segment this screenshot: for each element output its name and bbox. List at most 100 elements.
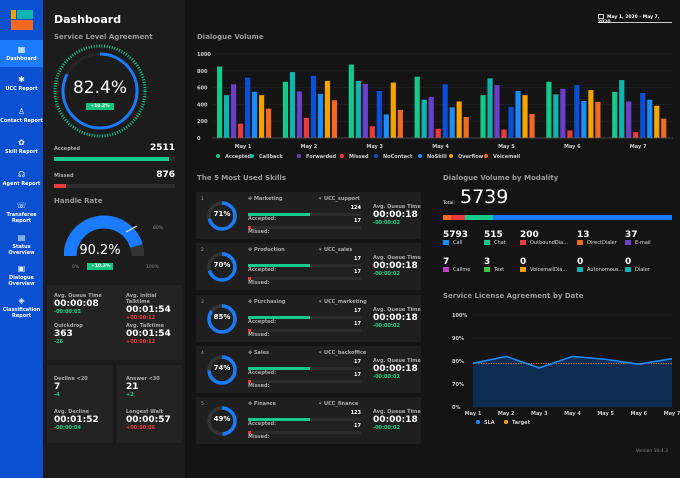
skill-card[interactable]: 2 70% ✥ Production ✶ UCC_sales Accepted:… bbox=[196, 243, 421, 291]
y-tick-label: 0 bbox=[197, 136, 201, 142]
x-tick-label: May 1 bbox=[465, 411, 482, 417]
accepted-value: 124 bbox=[350, 205, 361, 211]
bar-nocontact bbox=[376, 90, 382, 138]
sidebar-item-label: Agent Report bbox=[2, 180, 41, 187]
sidebar-item-contact-report[interactable]: ♙ Contact Report bbox=[0, 102, 43, 129]
bar-nocontact bbox=[574, 85, 580, 138]
legend-label: Accepted bbox=[225, 154, 252, 160]
stat-delta: -26 bbox=[54, 339, 64, 345]
modality-label: VoicemailDia... bbox=[530, 267, 568, 273]
bar-missed bbox=[501, 129, 507, 138]
queue-label: Avg. Queue Time bbox=[373, 255, 421, 262]
y-tick-label: 1000 bbox=[197, 52, 211, 58]
sla-gauge-ticks bbox=[53, 44, 147, 138]
legend-label: SLA bbox=[484, 420, 495, 426]
stat-value: 00:01:54 bbox=[126, 305, 171, 315]
group-icon: ✶ bbox=[318, 298, 324, 305]
skill-donut bbox=[207, 406, 237, 436]
modality-label: Call bbox=[453, 240, 463, 246]
stat-value: 21 bbox=[126, 382, 139, 392]
stat-tile: Quickdrop 363 -26 bbox=[54, 323, 83, 345]
sidebar-item-label: Dialogue Overview bbox=[8, 275, 35, 287]
stat-value: 00:01:52 bbox=[54, 415, 99, 425]
sla-gauge bbox=[53, 44, 147, 138]
missed-bar bbox=[54, 184, 67, 188]
total-value: 5739 bbox=[460, 186, 509, 208]
app-logo bbox=[11, 10, 33, 30]
sidebar-item-skill-report[interactable]: ✿ Skill Report bbox=[0, 133, 43, 160]
skill-icon: ✥ bbox=[248, 349, 254, 356]
bar-nocontact bbox=[508, 106, 514, 138]
y-tick-label: 100% bbox=[452, 313, 467, 319]
legend-marker bbox=[250, 154, 254, 158]
x-tick-label: May 4 bbox=[432, 144, 449, 150]
missed-label: Missed: bbox=[248, 434, 270, 441]
target-marker bbox=[125, 225, 138, 233]
queue-value: 00:00:18 bbox=[373, 363, 418, 374]
skill-card[interactable]: 4 74% ✥ Sales ✶ UCC_backoffice Accepted:… bbox=[196, 345, 421, 393]
skill-group: UCC_support bbox=[323, 196, 360, 202]
bar-missed bbox=[567, 130, 573, 138]
skill-rank: 1 bbox=[201, 197, 204, 202]
bar-callback bbox=[421, 99, 427, 138]
bar-forwarded bbox=[428, 96, 434, 138]
headset-icon: ☊ bbox=[17, 169, 26, 179]
x-tick-label: May 6 bbox=[630, 411, 647, 417]
version-label: Version 10.4.3 bbox=[635, 449, 668, 454]
chat-icon bbox=[484, 240, 490, 245]
asterisk-icon: ✱ bbox=[18, 75, 25, 84]
sidebar-item-dialogue-overview[interactable]: ▣ Dialogue Overview bbox=[0, 259, 43, 292]
bar-voicemail bbox=[463, 117, 469, 138]
chat-icon: ▣ bbox=[17, 264, 26, 273]
skill-icon: ✥ bbox=[248, 196, 254, 202]
skill-card[interactable]: 3 85% ✥ Purchasing ✶ UCC_marketing Accep… bbox=[196, 294, 421, 342]
sidebar-item-ucc-report[interactable]: ✱ UCC Report bbox=[0, 70, 43, 97]
skill-donut bbox=[207, 303, 237, 334]
modality-item: 3 Text bbox=[484, 257, 504, 273]
missed-label: Missed: bbox=[248, 280, 270, 287]
modality-item: 515 Chat bbox=[484, 230, 506, 246]
missed-value: 17 bbox=[354, 320, 361, 327]
skill-donut bbox=[207, 252, 237, 283]
bar-noskill bbox=[647, 99, 653, 138]
stat-label: Avg. Talktime bbox=[126, 323, 165, 329]
stat-delta: -00:00:03 bbox=[54, 309, 81, 315]
sidebar-item-agent-report[interactable]: ☊ Agent Report bbox=[0, 165, 43, 192]
stat-value: 7 bbox=[54, 382, 61, 392]
sidebar-item-label: Classification Report bbox=[2, 306, 41, 319]
legend-label: NoSkill bbox=[427, 154, 447, 160]
legend-label: Missed bbox=[349, 154, 369, 160]
handle-rate-delta: +10.2% bbox=[87, 263, 113, 270]
modality-value: 5793 bbox=[443, 230, 469, 240]
sidebar-item-status-overview[interactable]: ▤ Status Overview bbox=[0, 228, 43, 261]
sidebar-item-transferee-report[interactable]: ☏ Transferee Report bbox=[0, 196, 43, 229]
accepted-label: Accepted: bbox=[248, 369, 277, 376]
modality-label: Autonomous... bbox=[587, 267, 624, 273]
accepted-label: Accepted: bbox=[248, 267, 277, 274]
queue-label: Avg. Queue Time bbox=[373, 409, 421, 416]
voicemail-icon bbox=[520, 267, 526, 272]
handle-rate-arc bbox=[64, 215, 144, 257]
modality-value: 0 bbox=[577, 257, 584, 267]
queue-value: 00:00:18 bbox=[373, 415, 418, 426]
bar-voicemail bbox=[397, 109, 403, 138]
bar-noskill bbox=[317, 93, 324, 138]
stat-value: 363 bbox=[54, 329, 73, 339]
skill-rank: 4 bbox=[201, 350, 204, 356]
handle-rate-title: Handle Rate bbox=[54, 197, 103, 205]
skill-card[interactable]: 1 71% ✥ Marketing ✶ UCC_support Accepted… bbox=[196, 192, 421, 239]
sidebar-item-dashboard[interactable]: ▦ Dashboard bbox=[0, 40, 43, 67]
skill-percent: 74% bbox=[213, 363, 231, 372]
skill-card[interactable]: 5 49% ✥ Finance ✶ UCC_finance Accepted: 1… bbox=[196, 397, 421, 445]
modality-item: 200 OutboundDia... bbox=[520, 230, 568, 246]
y-tick-label: 0% bbox=[452, 405, 461, 411]
bar-nocontact bbox=[310, 75, 317, 138]
stat-value: 00:00:08 bbox=[54, 299, 99, 309]
stat-delta: +00:00:12 bbox=[126, 339, 156, 345]
sidebar-item-label: Transferee Report bbox=[6, 212, 37, 224]
date-range-picker[interactable]: May 1, 2020 - May 7, 2020 bbox=[598, 12, 672, 25]
sidebar-item-classification-report[interactable]: ◈ Classification Report bbox=[0, 291, 43, 324]
stat-tile: Avg. Talktime 00:01:54 +00:00:12 bbox=[126, 323, 171, 345]
bar-callback bbox=[487, 78, 493, 138]
bar-missed bbox=[633, 132, 639, 138]
